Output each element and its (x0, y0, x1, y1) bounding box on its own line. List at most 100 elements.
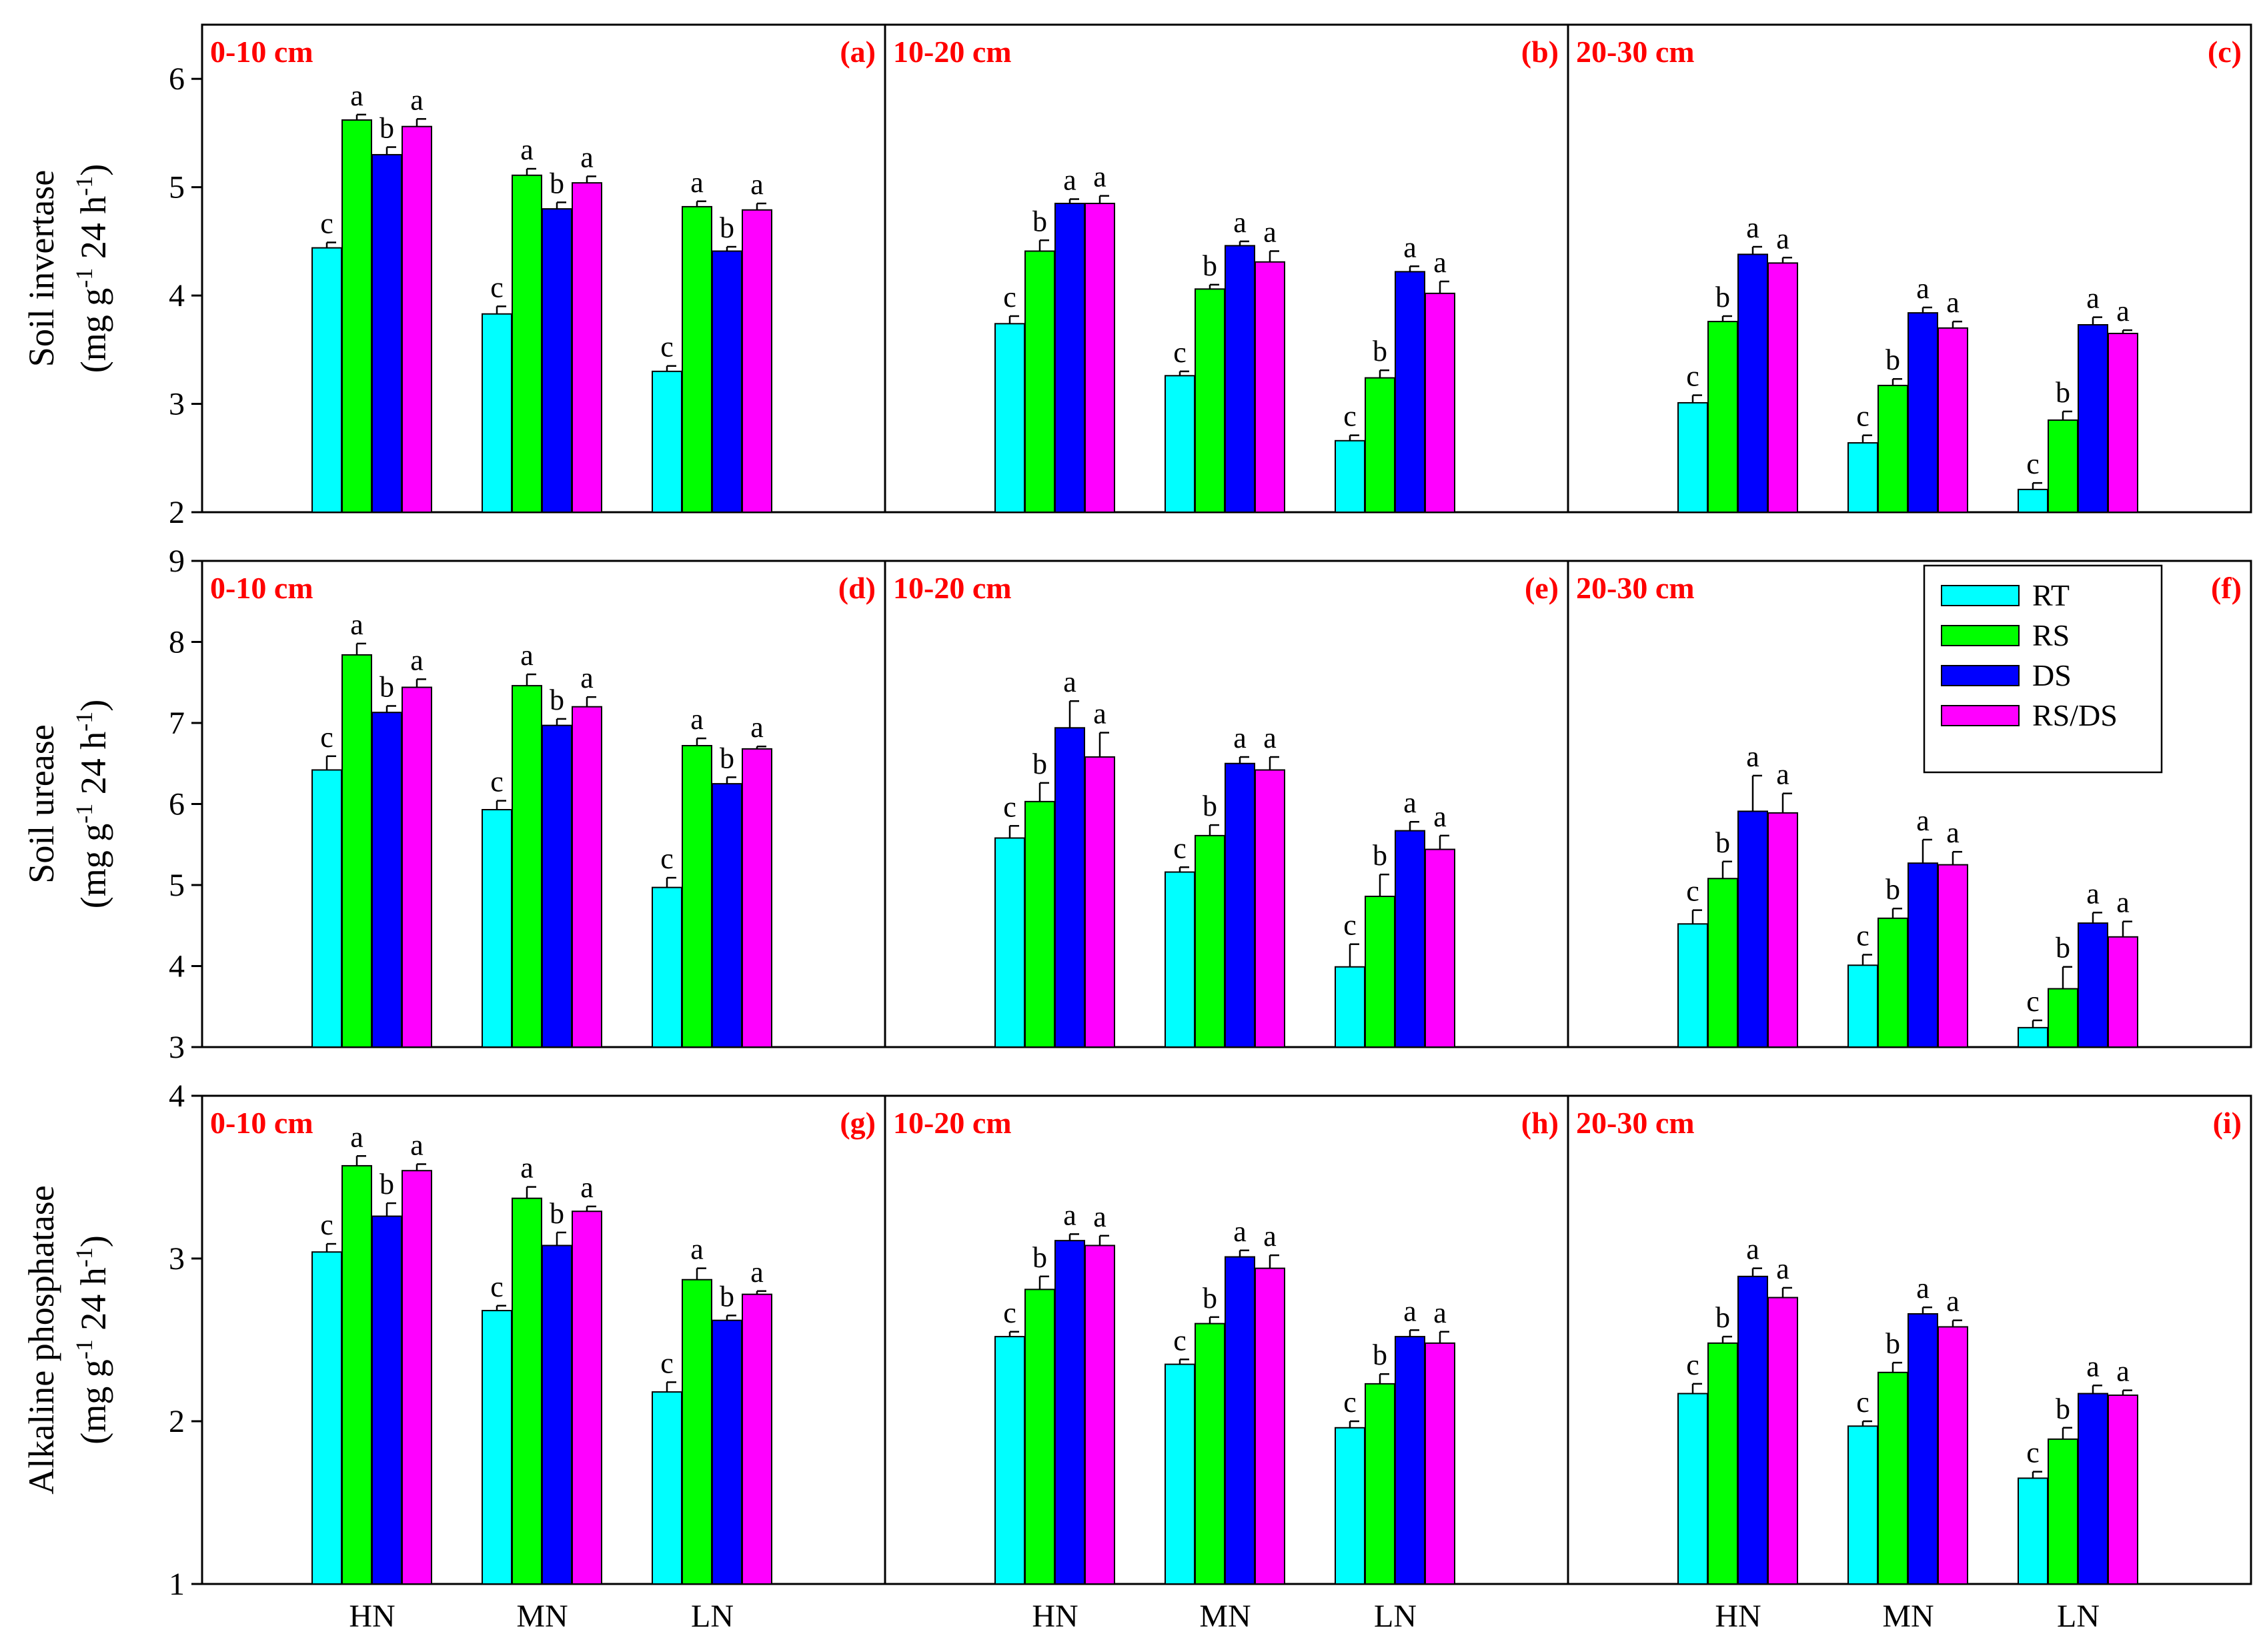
bar-DS-LN (712, 250, 742, 513)
bar-RT-HN (1677, 1393, 1708, 1585)
significance-letter: a (350, 1120, 363, 1153)
bar-RS-DS-LN (1425, 292, 1455, 513)
bar-RS-MN (512, 685, 542, 1048)
depth-label: 20-30 cm (1576, 1106, 1695, 1140)
bar-RS-DS-HN (402, 1170, 432, 1585)
significance-letter: a (1093, 161, 1106, 193)
significance-letter: a (750, 1256, 764, 1289)
significance-letter: c (1173, 1324, 1187, 1357)
bar-DS-MN (1908, 312, 1938, 513)
bar-DS-LN (712, 1319, 742, 1585)
bar-RT-HN (311, 247, 342, 513)
significance-letter: b (380, 112, 394, 145)
significance-letter: a (350, 608, 363, 641)
significance-letter: b (1715, 1301, 1730, 1334)
significance-letter: a (1746, 740, 1759, 773)
bar-RS-DS-HN (1767, 812, 1798, 1048)
significance-letter: a (1263, 216, 1277, 249)
significance-letter: a (2116, 1355, 2130, 1388)
bar-RT-LN (652, 886, 682, 1048)
significance-letter: a (1946, 816, 1960, 849)
y-tick-label: 5 (169, 868, 185, 903)
significance-letter: a (2086, 877, 2100, 910)
y-axis-title: Alkaline phosphatase (mg g-1 24 h-1) (21, 1185, 113, 1494)
bar-RS-DS-MN (1255, 769, 1285, 1048)
bar-DS-LN (1395, 830, 1425, 1048)
y-tick-label: 9 (169, 544, 185, 579)
significance-letter: a (690, 703, 704, 736)
bar-DS-MN (542, 1245, 572, 1585)
bar-RS-HN (1024, 800, 1055, 1048)
bar-RS-MN (1195, 834, 1225, 1048)
significance-letter: a (520, 133, 534, 166)
bar-RT-LN (652, 1391, 682, 1585)
significance-letter: a (520, 1152, 534, 1184)
significance-letter: c (660, 1347, 674, 1379)
significance-letter: b (1373, 335, 1387, 367)
significance-letter: b (2056, 932, 2070, 964)
significance-letter: b (1373, 1339, 1387, 1371)
significance-letter: b (1886, 343, 1900, 376)
bar-DS-MN (1225, 1256, 1255, 1585)
bar-RS-DS-LN (1425, 1342, 1455, 1585)
significance-letter: b (1032, 748, 1047, 780)
bar-RT-MN (1165, 871, 1195, 1048)
x-tick-label: MN (1199, 1599, 1251, 1634)
bar-RS-DS-MN (1938, 864, 1968, 1048)
significance-letter: b (550, 684, 564, 716)
significance-letter: a (2116, 886, 2130, 919)
bar-RS-DS-LN (742, 1293, 772, 1585)
x-tick-label: LN (2057, 1599, 2100, 1634)
bar-DS-LN (1395, 271, 1425, 513)
bar-RS-DS-HN (1084, 203, 1115, 513)
y-tick-label: 4 (169, 949, 185, 984)
y-tick-label: 4 (169, 1078, 185, 1114)
significance-letter: a (2086, 282, 2100, 315)
legend-swatch-DS (1941, 665, 2020, 686)
y-axis-title: Soil urease (mg g-1 24 h-1) (21, 700, 113, 908)
bar-RT-MN (482, 313, 512, 513)
bar-DS-MN (1225, 762, 1255, 1048)
significance-letter: a (1433, 1297, 1447, 1329)
bar-RS-DS-HN (1084, 1245, 1115, 1585)
panel-label: (h) (1521, 1106, 1559, 1140)
bar-DS-MN (542, 724, 572, 1048)
bar-RT-HN (994, 837, 1025, 1048)
legend-label: RT (2032, 578, 2070, 612)
legend-label: RS (2032, 618, 2070, 652)
depth-label: 10-20 cm (893, 35, 1012, 69)
bar-DS-MN (1908, 1313, 1938, 1585)
significance-letter: c (1856, 919, 1869, 952)
bar-RS-LN (2048, 988, 2078, 1048)
significance-letter: a (750, 711, 764, 744)
panel-label: (b) (1521, 35, 1559, 69)
significance-letter: b (1032, 205, 1047, 237)
x-tick-label: MN (516, 1599, 568, 1634)
bar-RS-DS-MN (1255, 1267, 1285, 1585)
significance-letter: b (1203, 249, 1217, 282)
bar-RS-HN (1707, 321, 1738, 513)
significance-letter: c (660, 842, 674, 875)
significance-letter: b (2056, 376, 2070, 409)
y-tick-label: 8 (169, 625, 185, 660)
significance-letter: b (1715, 281, 1730, 313)
x-tick-label: HN (349, 1599, 395, 1634)
bar-RT-LN (2018, 1477, 2048, 1585)
bar-RT-LN (2018, 1026, 2048, 1048)
bar-DS-HN (371, 712, 402, 1048)
significance-letter: a (1946, 286, 1960, 319)
y-tick-label: 4 (169, 278, 185, 313)
bar-RS-DS-MN (572, 182, 602, 513)
depth-label: 20-30 cm (1576, 35, 1695, 69)
significance-letter: b (1203, 1282, 1217, 1315)
significance-letter: c (490, 1271, 504, 1303)
significance-letter: b (380, 1168, 394, 1200)
significance-letter: c (1173, 336, 1187, 369)
significance-letter: a (1063, 164, 1076, 197)
significance-letter: a (1946, 1285, 1960, 1318)
bar-RS-MN (1877, 917, 1908, 1048)
significance-letter: a (410, 644, 424, 676)
significance-letter: c (490, 766, 504, 798)
bar-RS-DS-MN (572, 1210, 602, 1585)
